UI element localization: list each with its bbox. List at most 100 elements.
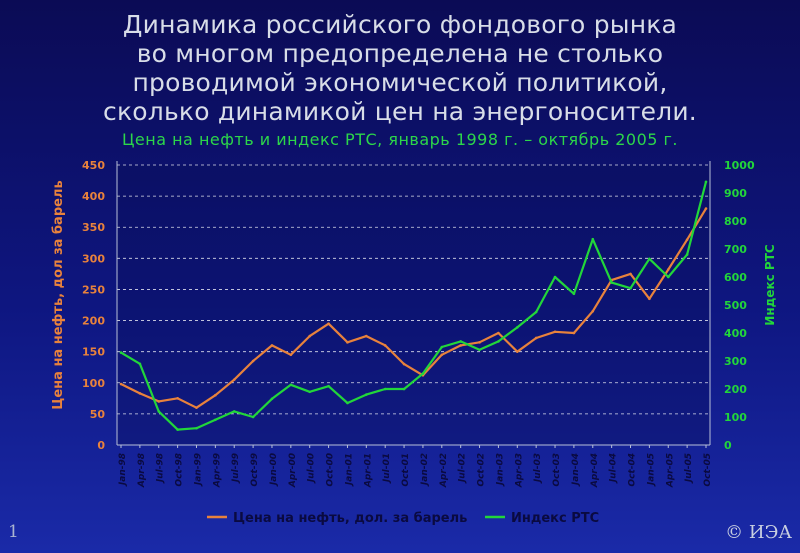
data-point — [195, 426, 198, 430]
y2-tick-label: 100 — [724, 411, 747, 424]
data-point — [289, 383, 293, 387]
y-tick-label: 350 — [82, 221, 105, 234]
slide-number: 1 — [8, 522, 19, 542]
x-tick-label: Jul-04 — [609, 453, 619, 484]
data-point — [270, 397, 274, 401]
y2-tick-label: 400 — [724, 327, 747, 340]
title-line: проводимой экономической политикой, — [132, 68, 668, 97]
data-point — [232, 378, 236, 381]
y2-tick-label: 0 — [724, 439, 732, 452]
title-line: сколько динамикой цен на энергоносители. — [103, 97, 697, 126]
series-line-rts — [120, 181, 708, 431]
data-point — [648, 257, 651, 261]
y-tick-label: 100 — [82, 377, 105, 390]
data-point — [119, 382, 123, 386]
data-point — [308, 390, 312, 394]
data-point — [666, 275, 670, 279]
data-point — [402, 362, 406, 366]
y-tick-label: 400 — [82, 190, 105, 203]
data-point — [176, 397, 179, 400]
plot-area — [117, 165, 710, 445]
y-tick-label: 0 — [97, 439, 105, 452]
x-tick-label: Jan-98 — [118, 453, 128, 487]
data-point — [497, 340, 500, 343]
y-tick-label: 150 — [82, 346, 105, 359]
data-point — [572, 292, 576, 296]
x-tick-label: Jul-03 — [533, 453, 543, 484]
x-tick-label: Jan-02 — [420, 453, 430, 487]
data-point — [459, 344, 462, 347]
x-tick-label: Oct-98 — [175, 453, 185, 487]
data-point — [421, 372, 425, 375]
x-tick-label: Jul-05 — [684, 453, 694, 484]
data-point — [704, 180, 708, 184]
data-point — [157, 410, 161, 413]
y2-tick-label: 200 — [724, 383, 747, 396]
data-point — [232, 410, 236, 413]
x-tick-label: Jan-04 — [571, 453, 581, 487]
x-tick-label: Apr-03 — [514, 453, 524, 488]
x-tick-label: Jan-99 — [193, 453, 203, 487]
data-point — [251, 359, 255, 363]
data-point — [440, 353, 444, 357]
data-point — [478, 341, 481, 344]
data-point — [402, 387, 406, 391]
data-point — [440, 345, 444, 349]
data-point — [648, 297, 651, 301]
y2-tick-label: 900 — [724, 187, 747, 200]
data-point — [346, 401, 349, 405]
legend-label: Индекс РТС — [511, 511, 599, 526]
data-point — [308, 334, 312, 338]
y-axis-label: Цена на нефть, дол за барель — [51, 180, 66, 409]
data-point — [534, 310, 538, 314]
data-point — [610, 281, 613, 284]
y-tick-label: 250 — [82, 283, 105, 296]
y2-tick-label: 500 — [724, 299, 747, 312]
data-point — [534, 336, 538, 340]
data-point — [383, 344, 387, 347]
copyright: © ИЭА — [725, 522, 792, 543]
y-tick-label: 50 — [90, 408, 106, 421]
x-tick-label: Jul-00 — [307, 453, 317, 484]
data-point — [553, 330, 557, 334]
chart-subtitle: Цена на нефть и индекс РТС, январь 1998 … — [121, 130, 679, 149]
x-tick-label: Jul-99 — [231, 453, 241, 484]
y2-axis-label: Индекс РТС — [763, 244, 777, 326]
data-point — [346, 341, 349, 344]
x-tick-label: Apr-02 — [439, 453, 449, 488]
x-tick-label: Jan-00 — [269, 453, 279, 487]
data-point — [515, 326, 519, 329]
data-point — [214, 418, 217, 422]
data-point — [666, 268, 670, 271]
y-tick-label: 300 — [82, 252, 105, 265]
data-point — [497, 331, 500, 335]
data-point — [327, 384, 330, 388]
data-point — [365, 334, 368, 338]
data-point — [553, 275, 557, 279]
x-tick-label: Jan-01 — [344, 453, 354, 487]
x-tick-label: Oct-01 — [401, 453, 411, 487]
data-point — [591, 309, 595, 313]
data-point — [459, 340, 462, 343]
x-tick-label: Apr-01 — [363, 453, 373, 488]
slide-title: Динамика российского фондового рынка во … — [0, 10, 800, 126]
data-point — [214, 393, 217, 397]
x-tick-label: Jul-98 — [156, 453, 166, 484]
legend-label: Цена на нефть, дол. за барель — [233, 511, 467, 526]
y2-tick-label: 600 — [724, 271, 747, 284]
title-line: во многом предопределена не столько — [136, 39, 664, 68]
y2-tick-label: 1000 — [724, 159, 755, 172]
data-point — [119, 351, 123, 354]
data-point — [591, 237, 595, 241]
x-tick-label: Apr-05 — [665, 453, 675, 488]
data-point — [515, 350, 519, 353]
x-tick-label: Oct-04 — [628, 453, 638, 487]
y-tick-label: 200 — [82, 315, 105, 328]
x-tick-label: Apr-99 — [212, 453, 222, 488]
x-tick-label: Apr-00 — [288, 453, 298, 488]
y2-tick-label: 300 — [724, 355, 747, 368]
data-point — [572, 331, 576, 335]
data-point — [251, 415, 255, 419]
x-tick-label: Jan-03 — [495, 453, 505, 487]
